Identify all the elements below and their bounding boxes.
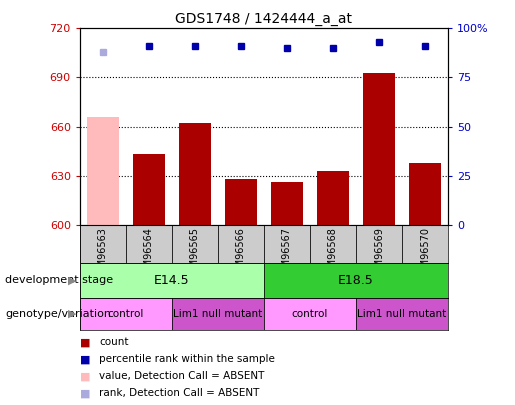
Bar bbox=[80, 298, 172, 330]
Bar bbox=[80, 263, 264, 298]
Text: E18.5: E18.5 bbox=[338, 274, 374, 287]
Text: GSM96569: GSM96569 bbox=[374, 227, 384, 279]
Text: Lim1 null mutant: Lim1 null mutant bbox=[173, 309, 263, 319]
Bar bbox=[356, 298, 448, 330]
Bar bbox=[133, 154, 165, 225]
Bar bbox=[264, 263, 448, 298]
Text: control: control bbox=[292, 309, 328, 319]
Text: genotype/variation: genotype/variation bbox=[5, 309, 111, 319]
Bar bbox=[172, 225, 218, 263]
Bar bbox=[310, 225, 356, 263]
Text: GSM96565: GSM96565 bbox=[190, 227, 200, 280]
Text: control: control bbox=[108, 309, 144, 319]
Text: GSM96566: GSM96566 bbox=[236, 227, 246, 279]
Bar bbox=[356, 225, 402, 263]
Text: GSM96564: GSM96564 bbox=[144, 227, 154, 279]
Bar bbox=[172, 298, 264, 330]
Text: ■: ■ bbox=[80, 354, 90, 364]
Text: ▶: ▶ bbox=[67, 275, 76, 286]
Bar bbox=[409, 162, 441, 225]
Text: ■: ■ bbox=[80, 388, 90, 398]
Text: ■: ■ bbox=[80, 371, 90, 381]
Bar bbox=[264, 225, 310, 263]
Title: GDS1748 / 1424444_a_at: GDS1748 / 1424444_a_at bbox=[176, 12, 352, 26]
Bar bbox=[225, 179, 257, 225]
Bar bbox=[218, 225, 264, 263]
Text: GSM96568: GSM96568 bbox=[328, 227, 338, 279]
Text: rank, Detection Call = ABSENT: rank, Detection Call = ABSENT bbox=[99, 388, 260, 398]
Bar bbox=[363, 72, 395, 225]
Bar bbox=[264, 298, 356, 330]
Bar bbox=[271, 182, 303, 225]
Bar bbox=[126, 225, 172, 263]
Text: ▶: ▶ bbox=[67, 309, 76, 319]
Text: development stage: development stage bbox=[5, 275, 113, 286]
Bar bbox=[402, 225, 448, 263]
Bar bbox=[317, 171, 349, 225]
Text: ■: ■ bbox=[80, 337, 90, 347]
Text: percentile rank within the sample: percentile rank within the sample bbox=[99, 354, 276, 364]
Bar bbox=[87, 117, 119, 225]
Bar bbox=[179, 123, 211, 225]
Text: value, Detection Call = ABSENT: value, Detection Call = ABSENT bbox=[99, 371, 265, 381]
Text: Lim1 null mutant: Lim1 null mutant bbox=[357, 309, 447, 319]
Bar bbox=[80, 225, 126, 263]
Text: GSM96570: GSM96570 bbox=[420, 227, 430, 280]
Text: GSM96567: GSM96567 bbox=[282, 227, 292, 280]
Text: GSM96563: GSM96563 bbox=[98, 227, 108, 279]
Text: count: count bbox=[99, 337, 129, 347]
Text: E14.5: E14.5 bbox=[154, 274, 190, 287]
